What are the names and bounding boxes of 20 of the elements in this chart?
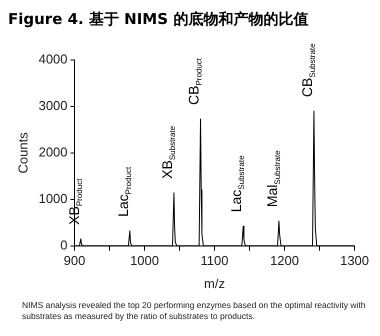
annotation: CBSubstrate [298,42,317,98]
y-tick-label: 3000 [38,98,68,114]
x-tick-label: 1300 [340,253,369,268]
annotation: XBSubstrate [158,125,177,179]
chart-title: Figure 4. 基于 NIMS 的底物和产物的比值 [8,9,310,30]
x-tick-label: 900 [64,253,86,268]
y-tick-label: 1000 [38,190,68,206]
annotation: LacProduct [114,166,133,217]
annotation: LacSubstrate [228,154,246,212]
x-tick-label: 1200 [270,253,299,268]
text: NIMS analysis revealed the top 20 performing enzymes based on the optimal reactivity with substrates as measured by the ratio of substrates to products. [22,300,366,322]
x-tick-label: 1100 [200,253,229,268]
y-tick-label: 0 [60,237,68,252]
x-axis-title: m/z [204,276,226,291]
annotation: CBProduct [186,57,204,105]
annotation: MalSubstrate [264,150,282,208]
x-tick-label: 1000 [130,253,159,268]
y-axis-title: Counts [15,132,30,174]
y-tick-label: 4000 [38,52,68,67]
y-tick-label: 2000 [38,144,68,160]
